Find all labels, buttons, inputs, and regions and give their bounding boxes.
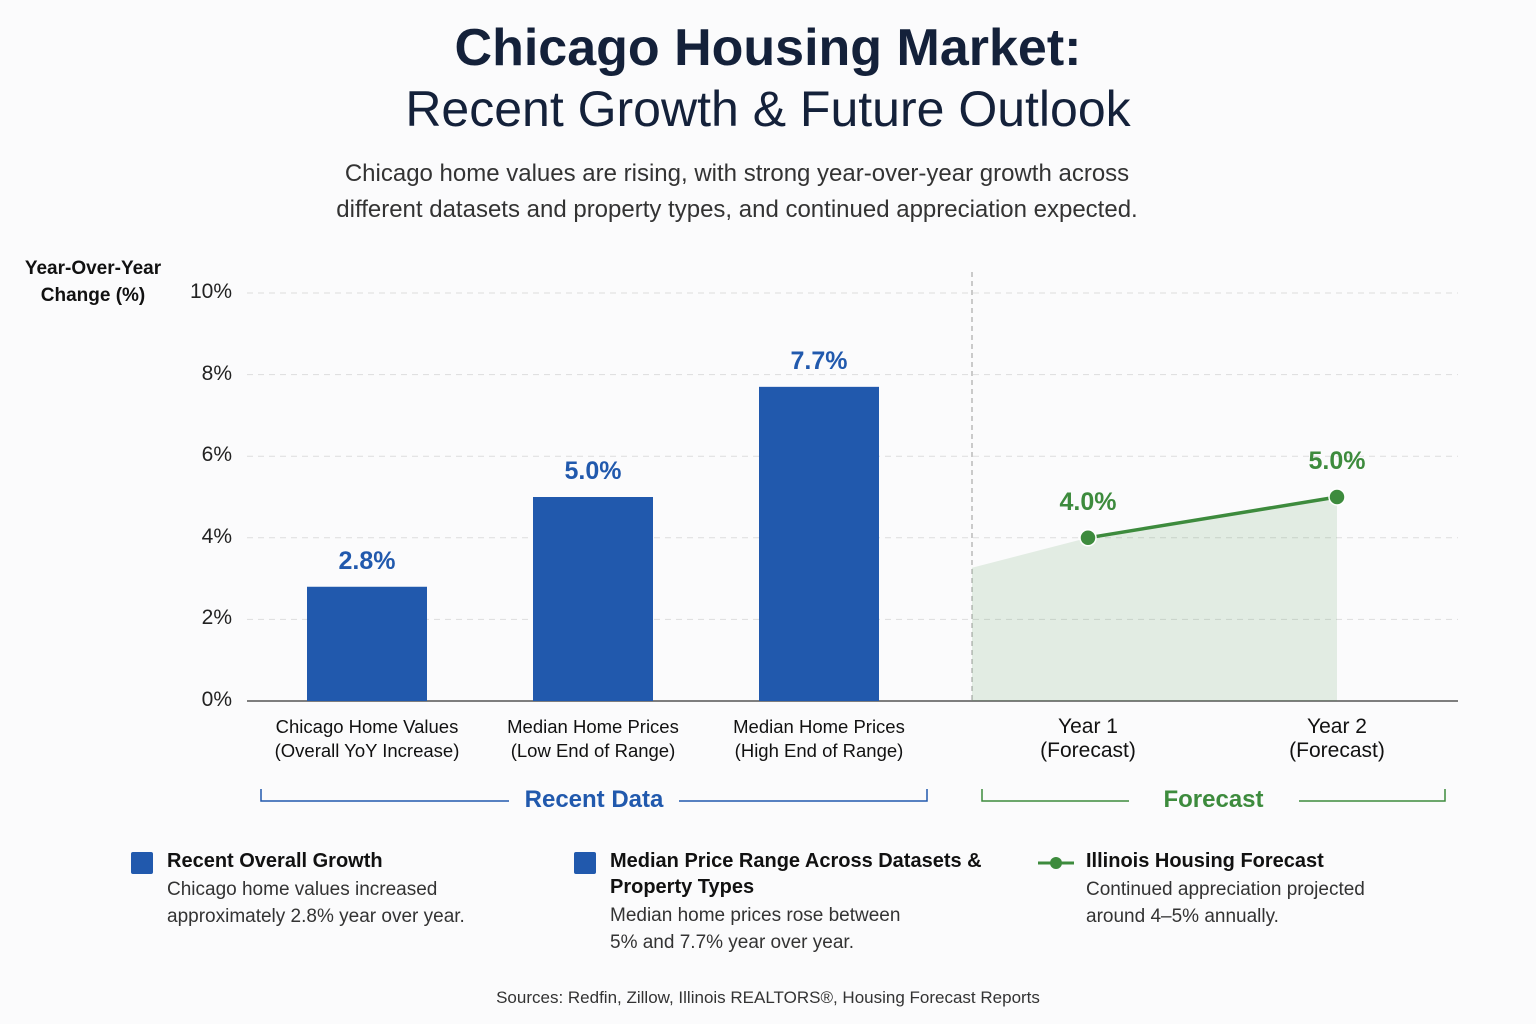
legend-entry: Median Price Range Across Datasets & Pro…: [574, 848, 982, 956]
legend-entry: Illinois Housing Forecast Continued appre…: [1036, 848, 1436, 930]
forecast-line: [1087, 495, 1338, 540]
data-label: 4.0%: [1059, 487, 1117, 516]
legend-text: Median Price Range Across Datasets & Pro…: [610, 848, 990, 956]
legend-text: Recent Overall Growth Chicago home values…: [167, 848, 507, 930]
y-axis-label: Year-Over-Year Change (%): [24, 258, 162, 306]
data-label: 5.0%: [1308, 447, 1366, 475]
legend-marker: [574, 852, 596, 874]
bar: [307, 586, 427, 701]
y-tick-label: 2%: [201, 606, 232, 630]
legend-description: Continued appreciation projected around …: [1086, 879, 1365, 927]
y-tick-label: 6%: [201, 443, 232, 467]
bar: [759, 386, 879, 701]
x-tick-label: Median Home Prices (High End of Range): [733, 716, 905, 761]
legend-swatch: [131, 852, 153, 874]
data-label: 2.8%: [338, 546, 396, 575]
legend-name: Median Price Range Across Datasets & Pro…: [610, 850, 982, 898]
bar: [533, 497, 653, 701]
y-tick-label: 8%: [201, 361, 232, 385]
x-tick-label: Year 2 (Forecast): [1289, 715, 1385, 762]
x-tick-label: Year 1 (Forecast): [1040, 715, 1136, 762]
x-tick-label: Chicago Home Values (Overall YoY Increas…: [274, 716, 460, 761]
legend-name: Recent Overall Growth: [167, 850, 383, 872]
group-label: Forecast: [1128, 786, 1299, 814]
legend-entry: Recent Overall Growth Chicago home values…: [131, 848, 531, 930]
forecast-area: [972, 497, 1337, 701]
data-label: 7.7%: [790, 346, 848, 375]
legend-text: Illinois Housing Forecast Continued appre…: [1086, 848, 1426, 930]
source: Sources: Redfin, Zillow, Illinois REALTO…: [496, 988, 1040, 1007]
legend-marker: [1038, 857, 1074, 869]
chart-title: Chicago Housing Market:: [454, 19, 1082, 77]
group-label: Recent Data: [509, 786, 679, 814]
legend-description: Chicago home values increased approximat…: [167, 879, 465, 927]
legend-marker: [131, 852, 153, 874]
forecast-point: [1328, 488, 1346, 506]
forecast-point: [1079, 529, 1097, 547]
y-tick-label: 0%: [201, 688, 232, 711]
legend-description: Median home prices rose between 5% and 7…: [610, 905, 901, 953]
legend-name: Illinois Housing Forecast: [1086, 850, 1324, 872]
legend-dot: [1050, 857, 1062, 869]
y-tick-label: 4%: [201, 524, 232, 548]
data-label: 5.0%: [564, 457, 622, 485]
x-tick-label: Median Home Prices (Low End of Range): [507, 716, 679, 761]
legend-swatch: [574, 852, 596, 874]
y-tick-label: 10%: [189, 280, 232, 303]
chart-description: Chicago home values are rising, with str…: [336, 160, 1138, 223]
chart-subtitle: Recent Growth & Future Outlook: [405, 81, 1131, 137]
